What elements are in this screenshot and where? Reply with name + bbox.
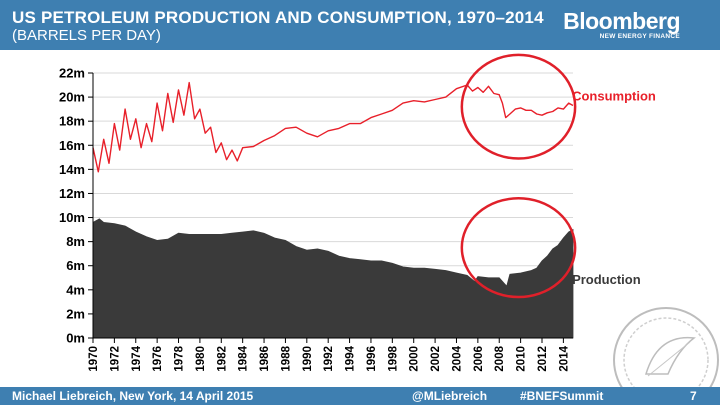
brand-subtitle: NEW ENERGY FINANCE <box>599 33 680 40</box>
y-tick-label: 20m <box>59 90 85 105</box>
series-label: Consumption <box>572 89 656 104</box>
petroleum-chart: 0m 2m 4m 6m 8m 10m 12m 14m 16m 18m 20m 22m 1970 1972… <box>59 53 656 372</box>
x-tick-label: 2012 <box>537 346 549 372</box>
y-tick-label: 0m <box>66 331 85 346</box>
x-axis: 1970 1972 1974 1976 1978 1980 1982 1984 1986 1988… <box>88 337 573 372</box>
y-tick-label: 8m <box>66 234 85 249</box>
footer-handle: @MLiebreich <box>412 389 488 403</box>
page-title: US PETROLEUM PRODUCTION AND CONSUMPTION,… <box>12 8 544 27</box>
footer-bar: Michael Liebreich, New York, 14 April 20… <box>0 387 720 405</box>
x-tick-label: 2010 <box>516 346 528 372</box>
footer-hashtag: #BNEFSummit <box>520 389 604 403</box>
x-tick-label: 1992 <box>323 346 335 372</box>
x-tick-label: 1974 <box>131 345 143 371</box>
series-label: Production <box>572 272 641 287</box>
x-tick-label: 2004 <box>451 345 463 371</box>
series-labels: Consumption Production <box>572 89 656 287</box>
y-tick-label: 18m <box>59 114 85 129</box>
seal-leaf-stem <box>647 341 691 377</box>
y-tick-label: 16m <box>59 138 85 153</box>
y-tick-label: 10m <box>59 210 85 225</box>
x-tick-label: 1978 <box>174 345 186 371</box>
footer-author: Michael Liebreich, New York, 14 April 20… <box>12 389 254 403</box>
x-tick-label: 1994 <box>345 345 357 371</box>
x-tick-label: 1996 <box>366 346 378 372</box>
highlight-circle <box>460 53 577 160</box>
summit-seal-watermark <box>613 307 719 387</box>
x-tick-label: 1998 <box>387 345 399 371</box>
x-tick-label: 2008 <box>494 345 506 371</box>
x-tick-label: 2006 <box>473 346 485 372</box>
consumption-line <box>92 81 574 173</box>
y-tick-label: 2m <box>66 306 85 321</box>
x-tick-label: 1990 <box>302 346 314 372</box>
consumption-series <box>92 81 574 173</box>
production-series <box>92 218 574 339</box>
x-tick-label: 1984 <box>238 345 250 371</box>
x-tick-label: 2014 <box>558 345 570 371</box>
seal-leaf-icon <box>644 336 696 375</box>
y-tick-label: 22m <box>59 66 85 81</box>
seal-outer-ring <box>613 307 719 387</box>
y-tick-label: 14m <box>59 162 85 177</box>
y-tick-label: 6m <box>66 258 85 273</box>
x-tick-label: 2002 <box>430 346 442 372</box>
seal-inner-ring <box>623 317 709 387</box>
page-subtitle: (BARRELS PER DAY) <box>12 27 161 44</box>
x-tick-label: 1988 <box>280 345 292 371</box>
highlight-circles <box>460 53 577 299</box>
x-tick-label: 1972 <box>109 346 121 372</box>
x-tick-label: 1980 <box>195 346 207 372</box>
brand-logo: Bloomberg <box>563 8 680 34</box>
y-tick-label: 12m <box>59 186 85 201</box>
y-tick-label: 4m <box>66 282 85 297</box>
x-tick-label: 2000 <box>409 346 421 372</box>
production-area <box>92 218 574 339</box>
footer-page-number: 7 <box>690 389 697 403</box>
x-tick-label: 1986 <box>259 346 271 372</box>
x-tick-label: 1976 <box>152 346 164 372</box>
x-tick-label: 1982 <box>216 346 228 372</box>
x-tick-label: 1970 <box>88 346 100 372</box>
y-axis: 0m 2m 4m 6m 8m 10m 12m 14m 16m 18m 20m 22m <box>59 66 94 346</box>
header-bar: US PETROLEUM PRODUCTION AND CONSUMPTION,… <box>0 0 720 50</box>
highlight-circle <box>460 197 577 299</box>
